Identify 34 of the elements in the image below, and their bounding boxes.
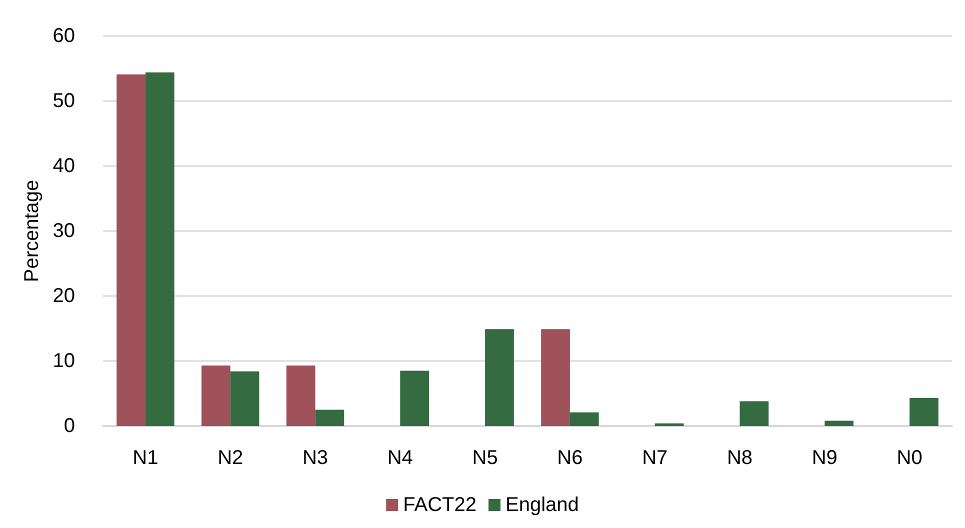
bar — [400, 370, 430, 426]
y-tick-label: 10 — [52, 350, 75, 372]
bar — [541, 329, 570, 426]
bar — [485, 329, 514, 426]
y-tick-label: 30 — [52, 220, 75, 242]
bar — [910, 398, 938, 426]
bar — [145, 72, 174, 426]
x-tick-label: N2 — [218, 447, 244, 469]
x-tick-label: N3 — [302, 447, 328, 469]
x-tick-label: N4 — [387, 447, 413, 469]
y-axis-title: Percentage — [20, 180, 43, 282]
legend-label: FACT22 — [403, 494, 476, 516]
y-tick-label: 40 — [52, 155, 75, 177]
x-tick-label: N9 — [812, 447, 838, 469]
bar — [315, 410, 344, 426]
y-tick-label: 60 — [52, 25, 75, 47]
bar — [230, 371, 260, 426]
x-tick-label: N0 — [896, 447, 922, 469]
legend-label: England — [505, 494, 579, 516]
bar — [824, 420, 854, 426]
x-tick-label: N7 — [642, 447, 668, 469]
y-tick-label: 20 — [52, 285, 75, 307]
y-tick-label: 50 — [52, 90, 75, 112]
bar — [201, 366, 230, 426]
x-tick-label: N6 — [557, 447, 583, 469]
bar — [740, 401, 769, 426]
bar — [286, 366, 316, 426]
x-tick-label: N5 — [472, 447, 498, 469]
bar — [654, 423, 684, 426]
y-tick-label: 0 — [64, 415, 75, 437]
bar — [570, 412, 599, 426]
x-tick-label: N1 — [132, 447, 158, 469]
x-tick-label: N8 — [726, 447, 753, 469]
bar — [116, 74, 146, 426]
